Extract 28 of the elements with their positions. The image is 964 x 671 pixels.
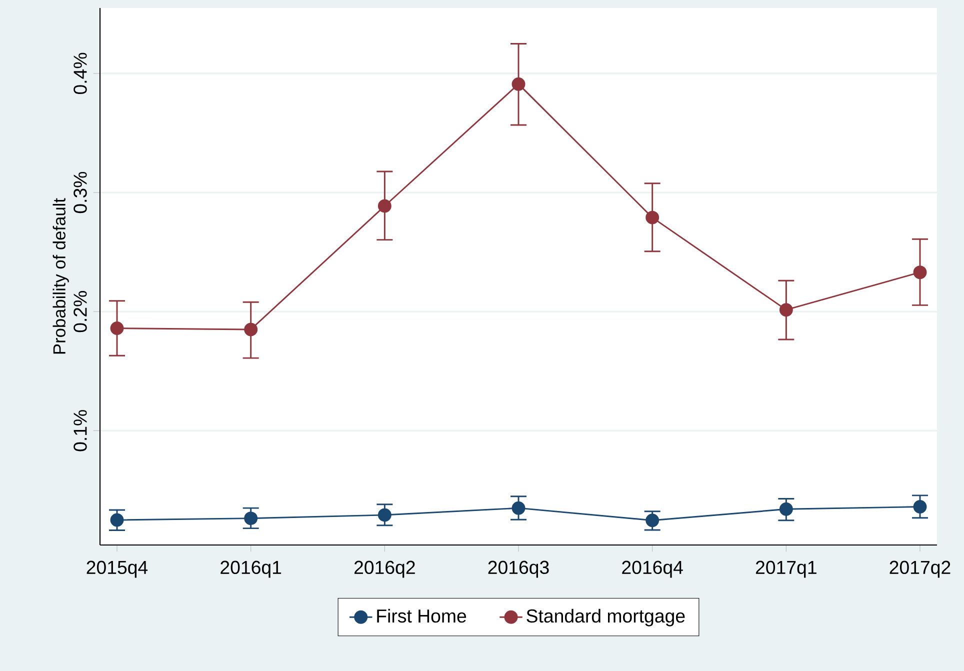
point: [646, 210, 660, 224]
x-tick-label: 2017q2: [890, 560, 950, 578]
y-tick-label: 0.1%: [74, 410, 87, 452]
point: [512, 77, 526, 91]
point: [913, 500, 927, 514]
point: [110, 513, 124, 527]
x-tick-label: 2016q3: [488, 560, 549, 578]
x-tick-label: 2016q2: [354, 560, 415, 578]
legend-label: First Home: [377, 608, 466, 623]
legend-label: Standard mortgage: [526, 608, 685, 626]
y-axis-title: Probability of default: [52, 198, 69, 354]
x-tick-label: 2015q4: [86, 560, 148, 578]
point: [244, 322, 258, 336]
point: [779, 502, 793, 516]
point: [512, 501, 526, 515]
point: [779, 303, 793, 317]
y-tick-label: 0.3%: [74, 172, 87, 214]
x-tick-label: 2016q1: [220, 560, 282, 578]
x-tick-label: 2016q4: [622, 560, 683, 578]
point: [913, 266, 927, 280]
y-tick-label: 0.4%: [74, 52, 87, 94]
x-tick-label: 2017q1: [756, 560, 816, 578]
point: [110, 322, 124, 336]
point: [646, 514, 660, 528]
point: [244, 512, 258, 526]
point: [378, 199, 392, 213]
point: [378, 508, 392, 522]
y-tick-label: 0.2%: [74, 291, 87, 332]
